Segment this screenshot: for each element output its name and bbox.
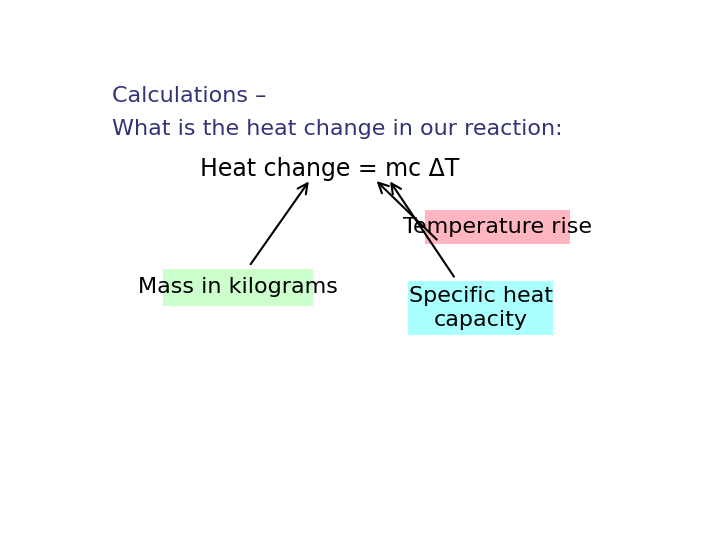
FancyBboxPatch shape: [425, 211, 570, 244]
FancyBboxPatch shape: [408, 281, 553, 335]
Text: Mass in kilograms: Mass in kilograms: [138, 277, 338, 297]
Text: Specific heat
capacity: Specific heat capacity: [409, 286, 552, 329]
Text: Calculations –: Calculations –: [112, 85, 266, 106]
Text: Temperature rise: Temperature rise: [403, 217, 592, 237]
Text: What is the heat change in our reaction:: What is the heat change in our reaction:: [112, 119, 563, 139]
Text: Heat change = mc ΔT: Heat change = mc ΔT: [200, 157, 459, 181]
FancyBboxPatch shape: [163, 268, 313, 306]
